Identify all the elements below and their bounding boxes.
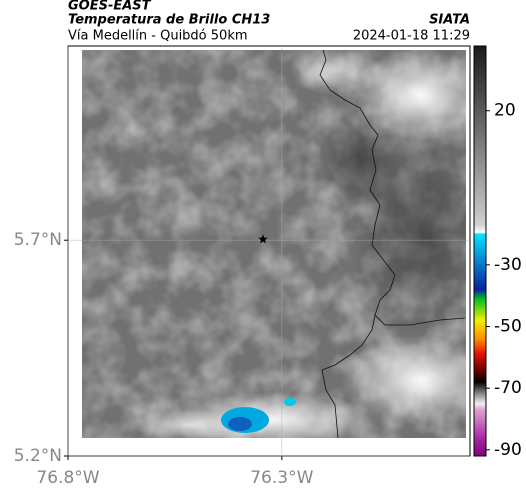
source: SIATA bbox=[429, 13, 470, 28]
datetime: 2024-01-18 11:29 bbox=[353, 29, 470, 44]
y-tick-label: 5.2°N bbox=[14, 446, 62, 466]
x-tick-label: 76.3°W bbox=[250, 468, 313, 488]
colorbar-tick-label: 20 bbox=[494, 101, 516, 121]
colorbar-tick-label: -70 bbox=[494, 378, 522, 398]
product: Temperatura de Brillo CH13 bbox=[68, 13, 270, 28]
colorbar-tick-label: -90 bbox=[494, 440, 522, 460]
y-tick-label: 5.7°N bbox=[14, 230, 62, 250]
satellite: GOES-EAST bbox=[68, 0, 152, 14]
x-tick-label: 76.8°W bbox=[36, 468, 99, 488]
colorbar bbox=[473, 45, 487, 457]
location-marker bbox=[258, 234, 268, 244]
satellite-image bbox=[82, 50, 466, 438]
colorbar-tick-label: -30 bbox=[494, 255, 522, 275]
colorbar-tick-label: -50 bbox=[494, 317, 522, 337]
route: Vía Medellín - Quibdó 50km bbox=[68, 29, 248, 44]
